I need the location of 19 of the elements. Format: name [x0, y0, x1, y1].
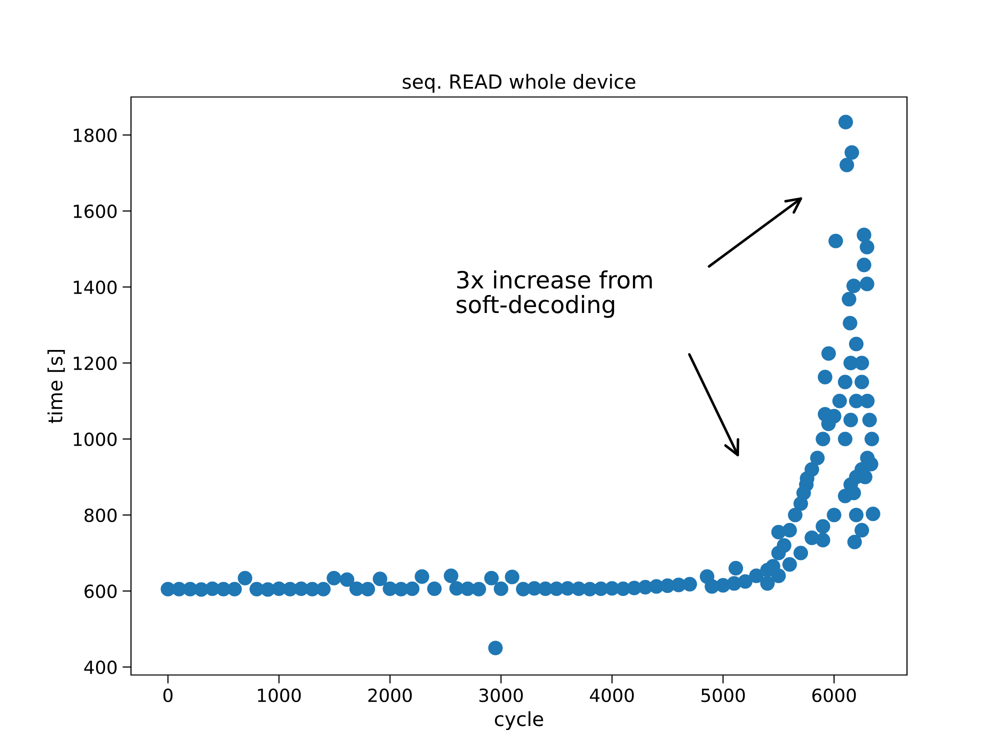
x-axis-title: cycle: [494, 711, 544, 730]
x-tick-label: 6000: [812, 688, 856, 702]
y-tick-label: 1600: [74, 204, 117, 218]
x-tick-label: 4000: [590, 688, 634, 702]
x-tick-label: 0: [163, 688, 173, 702]
y-tick-label: 1200: [74, 356, 117, 370]
y-tick-label: 1800: [74, 128, 117, 142]
y-tick-label: 400: [84, 660, 117, 674]
chart-title: seq. READ whole device: [402, 74, 636, 93]
y-tick-label: 600: [84, 584, 117, 598]
annotation: 3x increase from soft-decoding: [456, 270, 652, 318]
y-tick-label: 800: [84, 508, 117, 522]
x-tick-label: 1000: [258, 688, 301, 702]
y-tick-label: 1400: [74, 280, 117, 294]
x-tick-label: 3000: [479, 688, 523, 702]
y-tick-label: 1000: [74, 432, 117, 446]
x-tick-label: 5000: [701, 688, 745, 702]
y-axis-title: time [s]: [47, 350, 65, 424]
x-tick-label: 2000: [368, 688, 412, 702]
